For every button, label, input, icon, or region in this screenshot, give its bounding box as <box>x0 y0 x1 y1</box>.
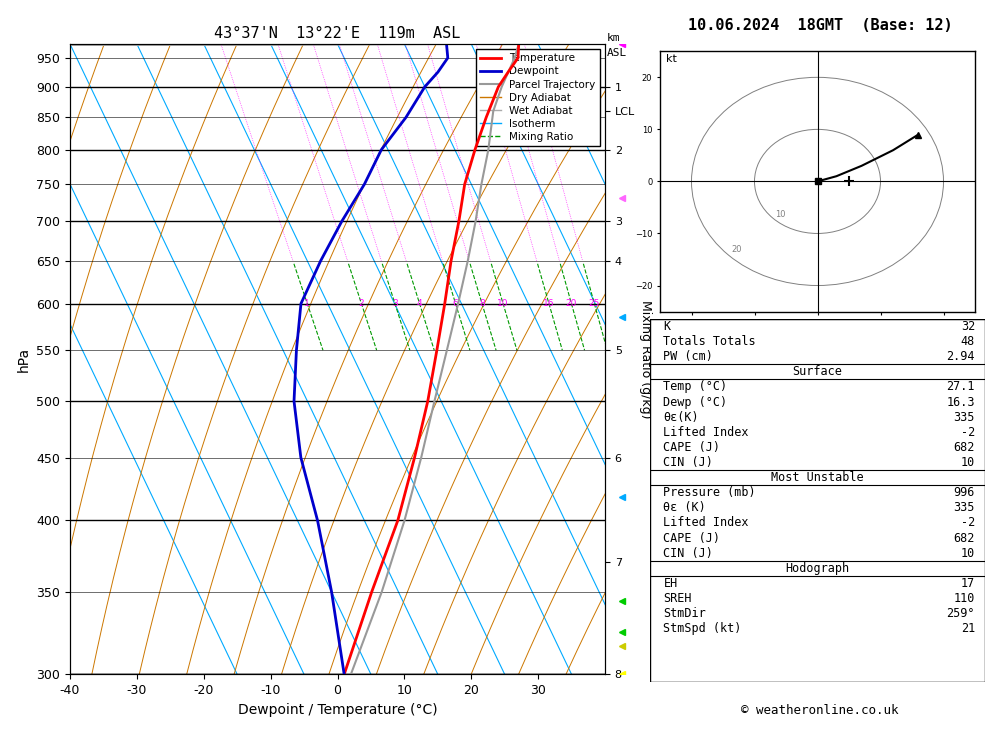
Text: 335: 335 <box>954 410 975 424</box>
Text: Pressure (mb): Pressure (mb) <box>663 486 756 499</box>
Text: θε(K): θε(K) <box>663 410 699 424</box>
Text: 110: 110 <box>954 592 975 605</box>
Text: 4: 4 <box>417 299 422 308</box>
Text: CAPE (J): CAPE (J) <box>663 531 720 545</box>
Text: kt: kt <box>666 54 677 64</box>
Text: 682: 682 <box>954 531 975 545</box>
Text: Most Unstable: Most Unstable <box>771 471 864 484</box>
Text: 32: 32 <box>961 320 975 333</box>
Text: θε (K): θε (K) <box>663 501 706 515</box>
Text: EH: EH <box>663 577 678 590</box>
Text: Dewp (°C): Dewp (°C) <box>663 396 728 408</box>
Text: K: K <box>663 320 671 333</box>
Text: 8: 8 <box>479 299 485 308</box>
Text: 2.94: 2.94 <box>946 350 975 363</box>
Text: PW (cm): PW (cm) <box>663 350 713 363</box>
Text: km: km <box>607 33 620 43</box>
Text: 20: 20 <box>732 246 742 254</box>
Text: 1: 1 <box>304 299 310 308</box>
Text: SREH: SREH <box>663 592 692 605</box>
Text: 48: 48 <box>961 335 975 348</box>
Title: 43°37'N  13°22'E  119m  ASL: 43°37'N 13°22'E 119m ASL <box>214 26 461 42</box>
Text: 682: 682 <box>954 441 975 454</box>
Text: 10: 10 <box>961 456 975 469</box>
Text: CAPE (J): CAPE (J) <box>663 441 720 454</box>
Legend: Temperature, Dewpoint, Parcel Trajectory, Dry Adiabat, Wet Adiabat, Isotherm, Mi: Temperature, Dewpoint, Parcel Trajectory… <box>476 49 600 147</box>
X-axis label: Dewpoint / Temperature (°C): Dewpoint / Temperature (°C) <box>238 703 437 717</box>
Text: 996: 996 <box>954 486 975 499</box>
Text: Lifted Index: Lifted Index <box>663 426 749 439</box>
Text: 16.3: 16.3 <box>946 396 975 408</box>
Text: 3: 3 <box>392 299 398 308</box>
Text: 16: 16 <box>543 299 555 308</box>
Y-axis label: hPa: hPa <box>17 347 31 372</box>
Text: 335: 335 <box>954 501 975 515</box>
Text: Hodograph: Hodograph <box>785 561 850 575</box>
Text: 10: 10 <box>775 210 785 219</box>
Text: -2: -2 <box>961 426 975 439</box>
Text: 2: 2 <box>359 299 364 308</box>
Text: ASL: ASL <box>607 48 627 58</box>
Text: 20: 20 <box>566 299 577 308</box>
Text: 27.1: 27.1 <box>946 380 975 394</box>
Text: Lifted Index: Lifted Index <box>663 517 749 529</box>
Text: 10.06.2024  18GMT  (Base: 12): 10.06.2024 18GMT (Base: 12) <box>688 18 952 33</box>
Text: StmDir: StmDir <box>663 607 706 620</box>
Text: 25: 25 <box>589 299 600 308</box>
Text: CIN (J): CIN (J) <box>663 547 713 560</box>
Text: 6: 6 <box>453 299 458 308</box>
Text: 10: 10 <box>497 299 509 308</box>
Text: CIN (J): CIN (J) <box>663 456 713 469</box>
Text: Temp (°C): Temp (°C) <box>663 380 728 394</box>
Text: 21: 21 <box>961 622 975 636</box>
Text: 259°: 259° <box>946 607 975 620</box>
Text: Totals Totals: Totals Totals <box>663 335 756 348</box>
Text: -2: -2 <box>961 517 975 529</box>
Text: Surface: Surface <box>793 365 842 378</box>
Text: 17: 17 <box>961 577 975 590</box>
Y-axis label: Mixing Ratio (g/kg): Mixing Ratio (g/kg) <box>639 300 652 419</box>
Text: © weatheronline.co.uk: © weatheronline.co.uk <box>741 704 899 717</box>
Text: 10: 10 <box>961 547 975 560</box>
Text: StmSpd (kt): StmSpd (kt) <box>663 622 742 636</box>
